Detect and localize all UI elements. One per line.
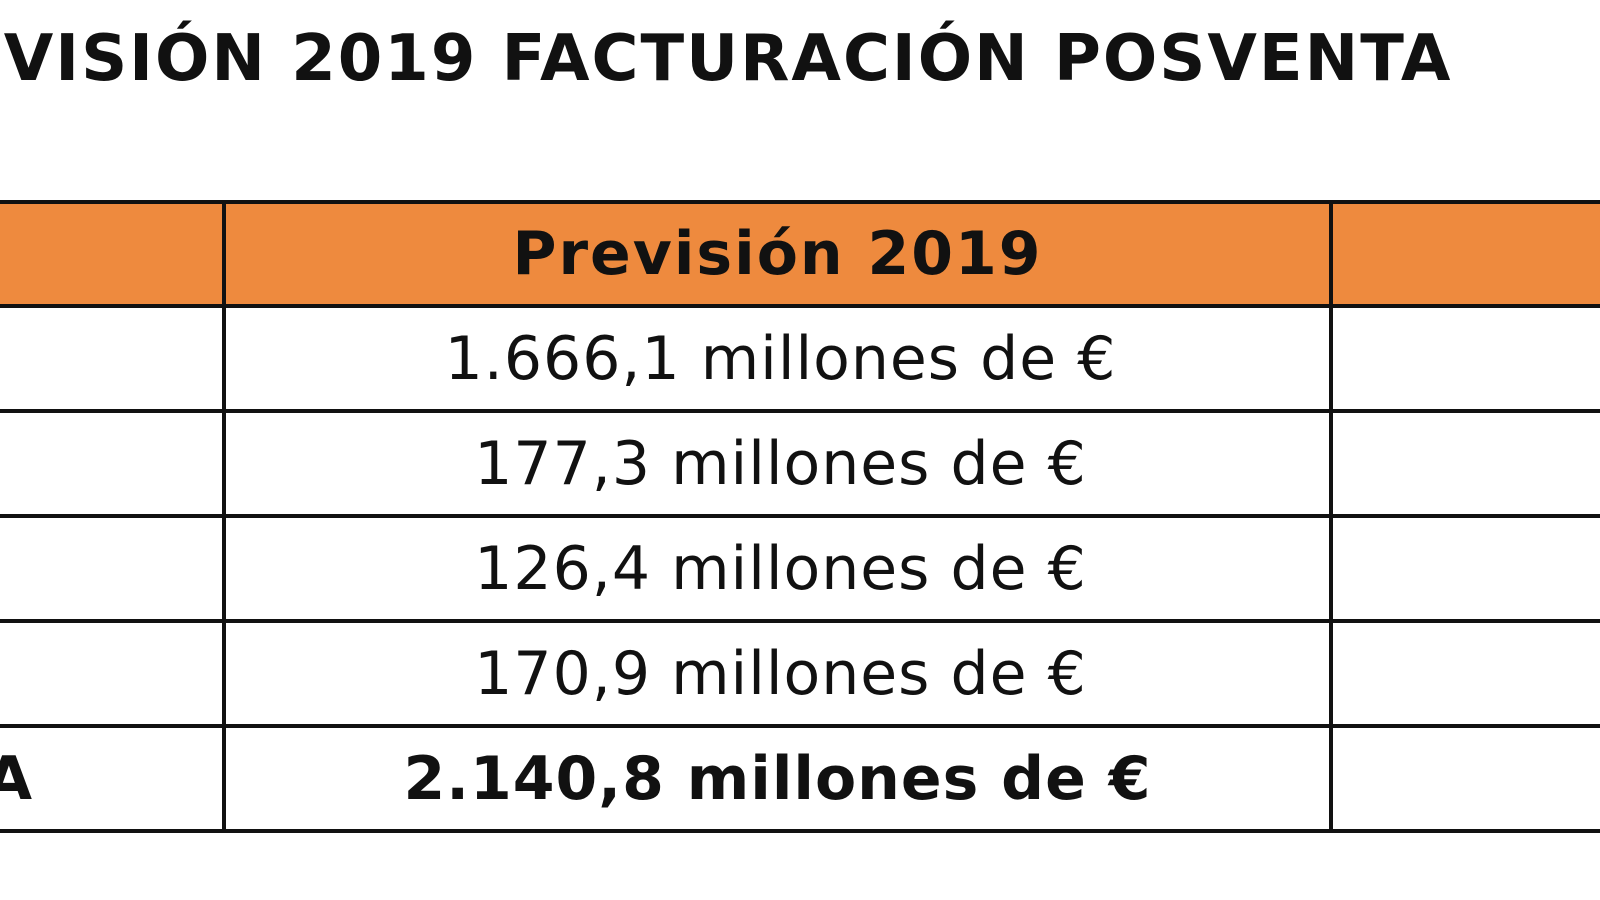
row-label [0, 623, 226, 724]
row-label [0, 308, 226, 409]
row-value: 170,9 millones de € [474, 638, 1087, 709]
total-value: 2.140,8 millones de € [403, 743, 1152, 814]
row-value-cell: 170,9 millones de € [226, 623, 1333, 724]
table-row: 170,9 millones de € [0, 623, 1600, 728]
header-cell-prevision: Previsión 2019 [226, 204, 1333, 304]
row-label [0, 518, 226, 619]
header-cell-1 [0, 204, 226, 304]
row-value-cell: 177,3 millones de € [226, 413, 1333, 514]
table-total-row: A 2.140,8 millones de € [0, 728, 1600, 833]
table-row: 177,3 millones de € [0, 413, 1600, 518]
row-value: 126,4 millones de € [474, 533, 1087, 604]
column-header-label: Previsión 2019 [512, 219, 1043, 289]
total-value-cell: 2.140,8 millones de € [226, 728, 1333, 829]
row-extra-cell [1333, 518, 1600, 619]
total-extra-cell [1333, 728, 1600, 829]
table-row: 126,4 millones de € [0, 518, 1600, 623]
row-extra-cell [1333, 413, 1600, 514]
row-label [0, 413, 226, 514]
table-header-row: Previsión 2019 [0, 200, 1600, 308]
header-cell-3 [1333, 204, 1600, 304]
row-extra-cell [1333, 308, 1600, 409]
page-title: EVISIÓN 2019 FACTURACIÓN POSVENTA [0, 22, 1453, 96]
row-value-cell: 126,4 millones de € [226, 518, 1333, 619]
forecast-table: Previsión 2019 1.666,1 millones de € 177… [0, 200, 1600, 833]
row-value: 1.666,1 millones de € [444, 323, 1117, 394]
row-value: 177,3 millones de € [474, 428, 1087, 499]
total-label-cell: A [0, 728, 226, 829]
row-extra-cell [1333, 623, 1600, 724]
row-value-cell: 1.666,1 millones de € [226, 308, 1333, 409]
table-row: 1.666,1 millones de € [0, 308, 1600, 413]
total-label: A [0, 743, 32, 814]
